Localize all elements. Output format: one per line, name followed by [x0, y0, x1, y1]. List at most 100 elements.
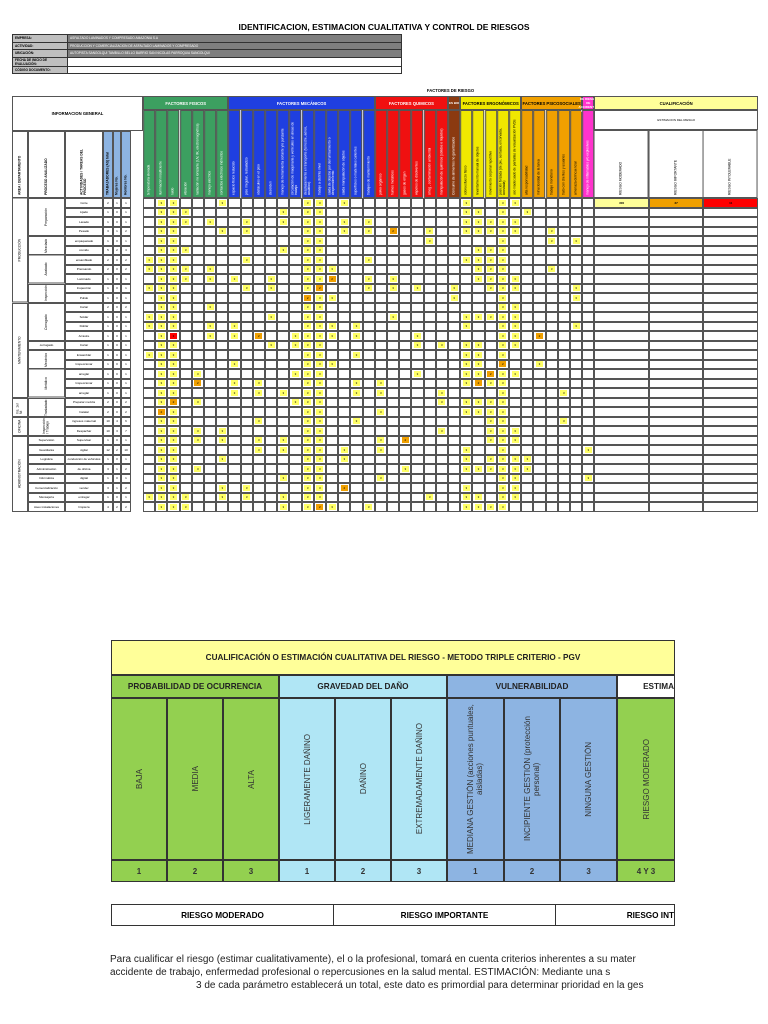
hazard-cell — [265, 359, 278, 369]
hazard-cell: 3 — [313, 302, 326, 312]
hazard-cell: 3 — [313, 255, 326, 265]
explanation-paragraph: Para cualificar el riesgo (estimar cuali… — [110, 954, 690, 992]
hazard-cell: 3 — [155, 255, 168, 265]
hazard-cell: 3 — [301, 407, 314, 417]
hazard-cell — [472, 483, 485, 493]
hazard-cell: 3 — [301, 255, 314, 265]
hazard-cell — [533, 473, 546, 483]
hazard-cell — [179, 407, 192, 417]
hazard-cell: 3 — [167, 473, 180, 483]
hazard-mark: 3 — [377, 475, 385, 482]
hazard-cell: 3 — [435, 397, 448, 407]
estimacion-cell — [648, 283, 704, 293]
calificacion-criterion: MEDIANA GESTIÓN (acciones puntuales, ais… — [447, 698, 504, 860]
hazard-cell — [143, 454, 156, 464]
hazard-cell: 3 — [216, 435, 229, 445]
hazard-cell — [362, 340, 375, 350]
hazard-cell — [179, 445, 192, 455]
hazard-mark: 3 — [499, 465, 507, 472]
hazard-cell — [448, 378, 461, 388]
hazard-mark: 3 — [584, 446, 592, 453]
hazard-cell — [570, 502, 583, 512]
hazard-cell: 3 — [509, 340, 522, 350]
hazard-cell — [423, 388, 436, 398]
hazard-cell: 3 — [484, 407, 497, 417]
hazard-cell — [387, 236, 400, 246]
hazard-cell — [338, 388, 351, 398]
hazard-mark: 3 — [291, 332, 299, 339]
hazard-cell: 3 — [252, 378, 265, 388]
hazard-mark: 3 — [304, 247, 312, 254]
hazard-cell — [460, 388, 473, 398]
hazard-cell — [484, 198, 497, 208]
factor-group-header: FACTORES FISICOS — [143, 96, 229, 110]
hazard-cell — [350, 359, 363, 369]
hazard-mark: 3 — [499, 351, 507, 358]
hazard-cell: 3 — [557, 388, 570, 398]
hazard-cell: 3 — [155, 378, 168, 388]
hazard-cell — [423, 369, 436, 379]
hazard-cell — [533, 245, 546, 255]
hazard-cell — [252, 426, 265, 436]
hazard-cell — [143, 445, 156, 455]
hazard-cell: 3 — [496, 388, 509, 398]
calificacion-group-header: ESTIMA — [617, 675, 675, 698]
estimacion-cell — [648, 274, 704, 284]
hazard-cell — [472, 198, 485, 208]
hazard-cell — [557, 321, 570, 331]
hazard-cell — [265, 492, 278, 502]
hazard-cell: 3 — [570, 236, 583, 246]
hazard-cell — [411, 359, 424, 369]
hazard-cell — [435, 321, 448, 331]
hazard-cell — [252, 464, 265, 474]
hazard-mark: 3 — [511, 313, 519, 320]
hazard-cell: 3 — [460, 359, 473, 369]
hazard-cell — [252, 350, 265, 360]
hazard-mark: 3 — [340, 218, 348, 225]
hazard-mark: 3 — [157, 503, 165, 510]
hazard-mark: 3 — [365, 256, 373, 263]
hazard-cell — [277, 426, 290, 436]
hazard-cell: 3 — [167, 312, 180, 322]
hazard-cell — [509, 416, 522, 426]
activity-cell: Supervisar — [65, 435, 103, 445]
worker-count: 1 — [103, 454, 113, 464]
hazard-cell — [350, 236, 363, 246]
hazard-cell — [521, 426, 534, 436]
info-row: ACTIVIDAD: PRODUCCION Y COMERCIALIZACION … — [12, 41, 402, 51]
hazard-cell — [448, 340, 461, 350]
hazard-mark: 3 — [169, 323, 177, 330]
hazard-cell — [399, 207, 412, 217]
hazard-cell — [521, 236, 534, 246]
hazard-cell — [460, 283, 473, 293]
hazard-cell: 3 — [496, 293, 509, 303]
hazard-cell: 3 — [472, 340, 485, 350]
area-cell: PRODUCCIÓN — [12, 198, 28, 303]
hazard-mark: 3 — [157, 418, 165, 425]
hazard-cell: 3 — [350, 331, 363, 341]
hazard-cell: 3 — [350, 350, 363, 360]
hazard-cell — [143, 397, 156, 407]
worker-count: 1 — [103, 331, 113, 341]
hazard-cell — [472, 445, 485, 455]
hazard-mark: 3 — [328, 361, 336, 368]
hazard-cell — [240, 312, 253, 322]
hazard-cell — [448, 454, 461, 464]
hazard-cell — [191, 302, 204, 312]
hazard-cell — [350, 483, 363, 493]
hazard-cell — [387, 245, 400, 255]
worker-count: 0 — [113, 350, 121, 360]
hazard-cell — [240, 331, 253, 341]
worker-count: 10 — [121, 445, 131, 455]
hazard-mark: 3 — [511, 437, 519, 444]
hazard-cell — [240, 350, 253, 360]
hazard-mark: 3 — [169, 247, 177, 254]
hazard-cell — [570, 397, 583, 407]
hazard-cell — [557, 407, 570, 417]
hazard-cell — [411, 483, 424, 493]
hazard-cell: 3 — [204, 331, 217, 341]
hazard-mark: 3 — [157, 275, 165, 282]
hazard-cell: 3 — [277, 502, 290, 512]
worker-count: 1 — [103, 207, 113, 217]
estimacion-cell — [594, 388, 649, 398]
